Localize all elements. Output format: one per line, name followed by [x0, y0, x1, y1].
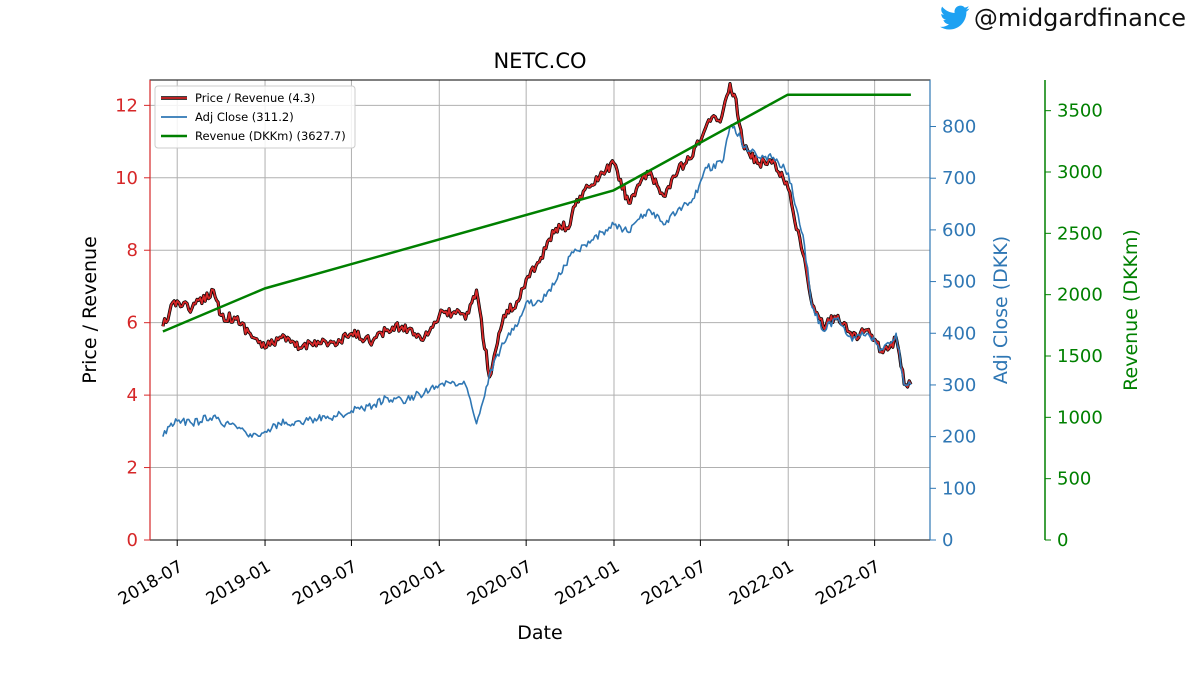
- y-tick-label-left: 12: [115, 95, 138, 116]
- series-line-price-revenue: [162, 82, 912, 388]
- y-tick-label-revenue: 2500: [1057, 223, 1103, 244]
- y-axis-label-left: Price / Revenue: [79, 236, 101, 384]
- x-tick-label: 2018-07: [115, 557, 187, 610]
- y-tick-label-left: 2: [127, 458, 138, 479]
- legend: Price / Revenue (4.3) Adj Close (311.2) Re…: [154, 85, 356, 149]
- x-tick-label: 2021-07: [638, 557, 710, 610]
- y-axis-label-adj-close: Adj Close (DKK): [990, 236, 1012, 384]
- y-tick-label-adj-close: 700: [942, 168, 976, 189]
- x-axis-label: Date: [517, 622, 562, 644]
- y-tick-label-revenue: 1500: [1057, 346, 1103, 367]
- plot-area: [149, 79, 931, 541]
- y-tick-label-revenue: 1000: [1057, 407, 1103, 428]
- x-tick-label: 2021-01: [552, 557, 624, 610]
- y-tick-label-adj-close: 300: [942, 375, 976, 396]
- legend-entry: Adj Close (311.2): [195, 110, 294, 124]
- legend-entry: Revenue (DKKm) (3627.7): [195, 129, 346, 143]
- y-tick-label-adj-close: 400: [942, 323, 976, 344]
- series-line-adj-close: [162, 123, 912, 438]
- y-tick-label-left: 4: [127, 385, 138, 406]
- y-tick-label-revenue: 0: [1057, 530, 1068, 551]
- y-axis-label-revenue: Revenue (DKKm): [1120, 229, 1142, 391]
- x-tick-label: 2019-01: [203, 557, 275, 610]
- y-tick-label-left: 0: [127, 530, 138, 551]
- x-tick-label: 2019-07: [289, 557, 361, 610]
- y-tick-label-adj-close: 600: [942, 220, 976, 241]
- watermark: @midgardfinance: [939, 4, 1186, 32]
- grid: [150, 80, 930, 541]
- x-tick-label: 2020-07: [464, 557, 536, 610]
- y-tick-label-left: 10: [115, 168, 138, 189]
- watermark-handle: @midgardfinance: [973, 4, 1186, 32]
- x-tick-label: 2020-01: [377, 557, 449, 610]
- y-tick-label-revenue: 3000: [1057, 162, 1103, 183]
- twitter-bird-icon: [939, 5, 970, 30]
- legend-box: [154, 85, 356, 149]
- legend-entry: Price / Revenue (4.3): [195, 91, 315, 105]
- series-line-revenue: [162, 93, 911, 333]
- y-tick-label-revenue: 2000: [1057, 285, 1103, 306]
- y-tick-label-adj-close: 500: [942, 272, 976, 293]
- y-tick-label-left: 8: [127, 240, 138, 261]
- y-tick-label-adj-close: 800: [942, 117, 976, 138]
- y-tick-label-adj-close: 100: [942, 478, 976, 499]
- x-tick-label: 2022-01: [726, 557, 798, 610]
- x-tick-label: 2022-07: [812, 557, 884, 610]
- series-layer: [161, 82, 913, 438]
- y-tick-label-adj-close: 0: [942, 530, 953, 551]
- y-tick-label-revenue: 3500: [1057, 101, 1103, 122]
- chart-title: NETC.CO: [493, 49, 586, 73]
- y-tick-label-left: 6: [127, 313, 138, 334]
- y-tick-label-adj-close: 200: [942, 427, 976, 448]
- y-tick-label-revenue: 500: [1057, 469, 1091, 490]
